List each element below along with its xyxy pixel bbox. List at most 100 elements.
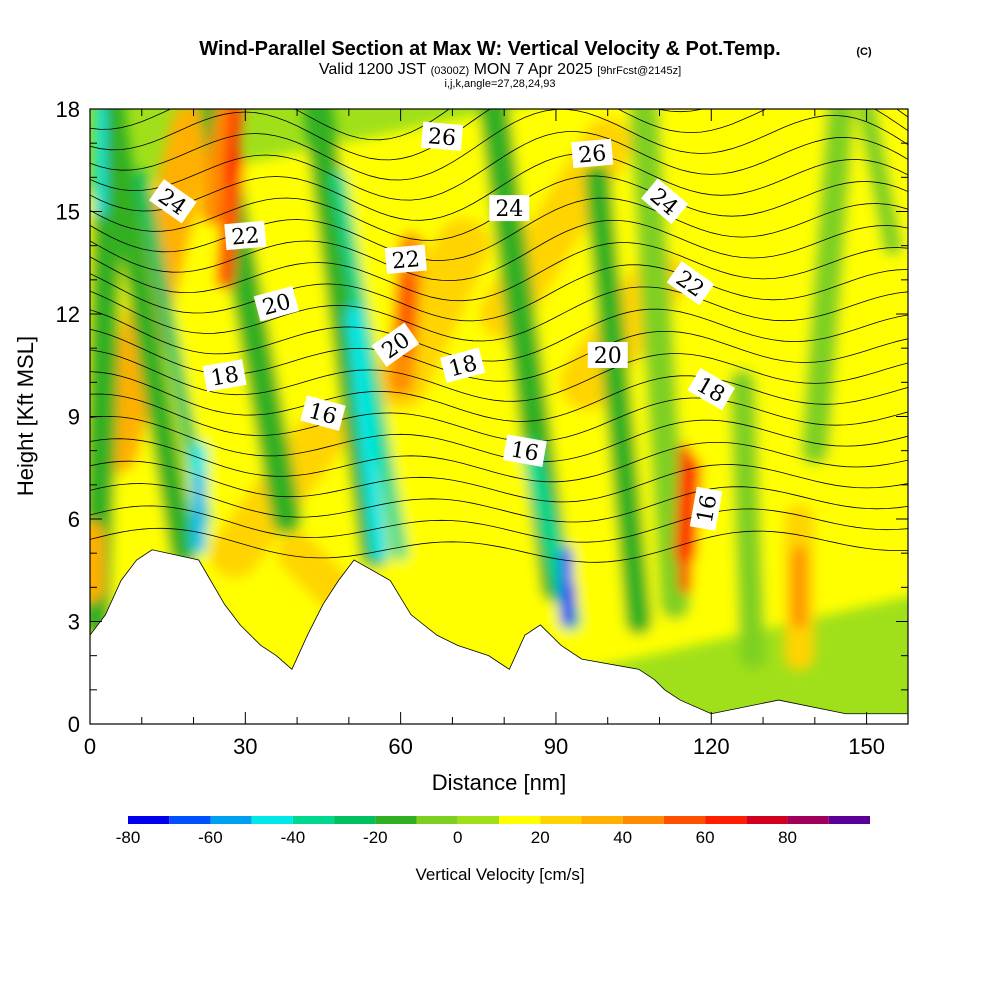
x-tick-label: 120 (693, 734, 730, 759)
theta-contour-1 (90, 505, 908, 543)
colorbar-tick-label: 80 (778, 828, 797, 847)
theta-contour-3 (90, 460, 908, 503)
contour-label-11: 18 (202, 359, 247, 392)
grid-params: i,j,k,angle=27,28,24,93 (444, 78, 555, 90)
contour-label-1: 26 (571, 138, 614, 169)
colorbar-tick-label: 40 (613, 828, 632, 847)
colorbar (128, 816, 870, 824)
theta-contour-0 (90, 527, 908, 563)
colorbar-swatch-0 (128, 816, 170, 824)
y-tick-label: 9 (68, 405, 80, 430)
colorbar-swatch-13 (663, 816, 706, 824)
field-feature-9 (707, 181, 908, 344)
colorbar-tick-label: -20 (363, 828, 388, 847)
contour-label-text: 18 (209, 362, 241, 391)
colorbar-swatch-2 (210, 816, 252, 824)
terrain (90, 549, 908, 724)
y-tick-label: 15 (56, 200, 80, 225)
colorbar-swatch-16 (787, 816, 829, 824)
field-feature-21 (729, 369, 766, 669)
y-axis-title: Height [Kft MSL] (13, 336, 38, 496)
chart-title: Wind-Parallel Section at Max W: Vertical… (199, 38, 780, 60)
x-tick-label: 30 (233, 734, 257, 759)
contour-label-5: 22 (224, 220, 267, 251)
axis-ticks (89, 108, 908, 725)
y-tick-label: 6 (68, 507, 80, 532)
colorbar-swatch-11 (581, 816, 623, 824)
valid-date: MON 7 Apr 2025 (474, 61, 593, 78)
theta-contour-17 (90, 153, 908, 221)
x-axis-title: Distance [nm] (432, 770, 567, 795)
x-tick-label: 60 (388, 734, 412, 759)
field-feature-22 (800, 109, 855, 465)
field-feature-12 (97, 109, 197, 567)
theta-contour-20 (90, 109, 908, 161)
colorbar-swatch-6 (375, 816, 417, 824)
colorbar-tick-label: -60 (198, 828, 223, 847)
contour-label-text: 22 (230, 223, 260, 250)
y-tick-label: 18 (56, 97, 80, 122)
colorbar-swatch-4 (292, 816, 335, 824)
contour-label-text: 16 (693, 493, 722, 525)
contour-label-9: 20 (371, 322, 420, 367)
field-feature-24 (200, 109, 244, 226)
valid-time-line: Valid 1200 JST (0300Z) MON 7 Apr 2025 [9… (319, 61, 681, 78)
x-tick-label: 0 (84, 734, 96, 759)
x-tick-label: 150 (848, 734, 885, 759)
theta-contour-4 (90, 438, 908, 483)
colorbar-swatch-17 (828, 816, 870, 824)
theta-contour-11 (90, 286, 908, 342)
theta-contour-13 (90, 242, 908, 302)
contour-label-text: 26 (577, 141, 607, 168)
field-feature-23 (856, 109, 903, 256)
field-feature-36 (346, 306, 388, 562)
theta-contour-7 (90, 371, 908, 422)
colorbar-tick-labels: -80 -60 -40 -20 0 20 40 60 80 (116, 828, 797, 847)
theta-contour-18 (90, 131, 908, 201)
contour-label-15: 16 (502, 434, 547, 467)
y-tick-label: 0 (68, 712, 80, 737)
contour-label-10: 20 (587, 342, 628, 369)
y-tick-label: 12 (56, 302, 80, 327)
copyright-mark: (C) (856, 46, 872, 58)
colorbar-swatch-3 (251, 816, 293, 824)
colorbar-tick-label: 0 (453, 828, 462, 847)
theta-contour-8 (90, 349, 908, 402)
contour-label-8: 20 (253, 286, 300, 322)
forecast-info: [9hrFcst@2145z] (597, 65, 681, 77)
colorbar-swatch-14 (705, 816, 747, 824)
colorbar-tick-label: -40 (281, 828, 306, 847)
theta-contour-19 (90, 109, 908, 181)
contour-label-6: 22 (384, 244, 427, 275)
field-feature-16 (331, 170, 408, 561)
valid-utc: (0300Z) (431, 65, 470, 77)
colorbar-swatch-10 (540, 816, 582, 824)
x-tick-label: 90 (544, 734, 568, 759)
theta-contour-10 (90, 308, 908, 362)
theta-contour-6 (90, 393, 908, 443)
theta-contour-2 (90, 483, 908, 523)
contour-label-16: 16 (689, 486, 723, 531)
field-feature-26 (223, 109, 241, 184)
x-tick-labels: 0 30 60 90 120 150 (84, 734, 885, 759)
theta-contour-5 (90, 415, 908, 463)
y-tick-label: 3 (68, 610, 80, 635)
colorbar-title: Vertical Velocity [cm/s] (415, 865, 584, 884)
contour-label-text: 22 (391, 247, 421, 274)
colorbar-tick-label: 20 (531, 828, 550, 847)
colorbar-tick-label: -80 (116, 828, 141, 847)
theta-contour-12 (90, 264, 908, 322)
colorbar-swatch-5 (334, 816, 376, 824)
y-tick-labels: 0 3 6 9 12 15 18 (56, 97, 80, 737)
valid-prefix: Valid 1200 JST (319, 61, 427, 78)
colorbar-swatch-8 (457, 816, 499, 824)
contour-label-text: 16 (509, 437, 541, 466)
contour-label-0: 26 (420, 121, 464, 152)
colorbar-tick-label: 60 (696, 828, 715, 847)
colorbar-swatch-7 (416, 816, 458, 824)
colorbar-swatch-12 (622, 816, 664, 824)
colorbar-swatch-1 (169, 816, 211, 824)
theta-contour-14 (90, 220, 908, 282)
